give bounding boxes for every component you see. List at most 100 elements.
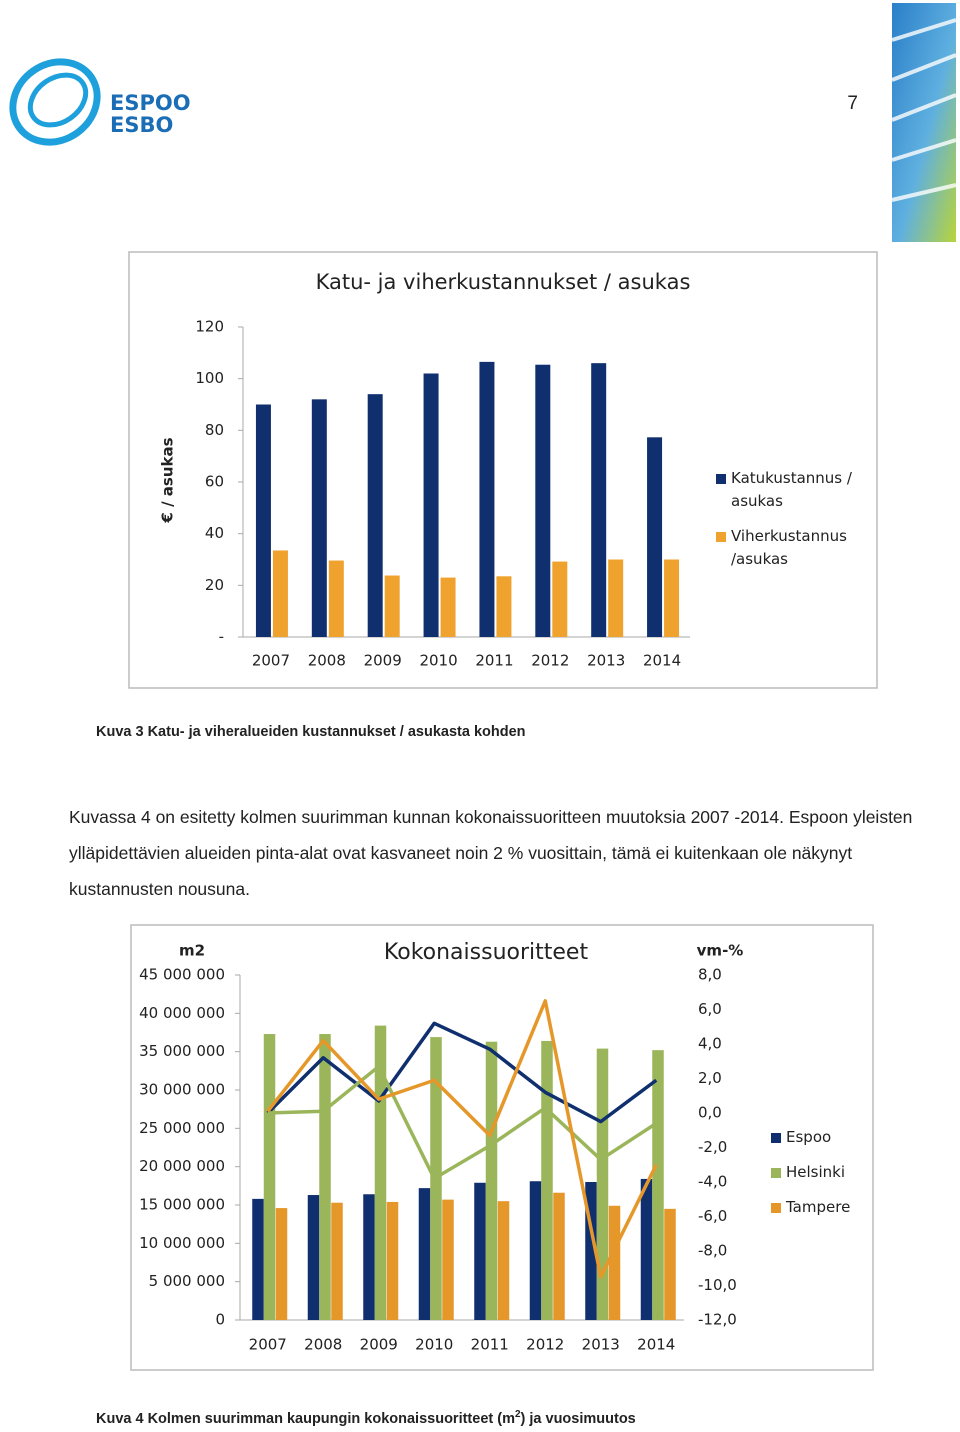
bar (647, 437, 663, 637)
y2-tick-label: 0,0 (698, 1104, 722, 1122)
x-tick-label: 2008 (304, 1336, 342, 1354)
x-tick-label: 2012 (531, 652, 569, 670)
bar (367, 394, 383, 637)
bar (552, 561, 568, 637)
y2-tick-label: -12,0 (698, 1311, 737, 1329)
logo: ESPOO ESBO (9, 58, 191, 146)
legend-swatch (771, 1168, 781, 1178)
x-tick-label: 2013 (582, 1336, 620, 1354)
y2-tick-label: -10,0 (698, 1276, 737, 1294)
bar (386, 1201, 399, 1320)
bar (319, 1034, 331, 1320)
page-number: 7 (847, 93, 858, 114)
y2-tick-label: 8,0 (698, 966, 722, 984)
bar (608, 559, 624, 637)
bar (596, 1048, 609, 1320)
y-tick-label: 45 000 000 (139, 966, 225, 984)
logo-text: ESPOO (110, 91, 191, 115)
chart-frame (130, 924, 874, 1371)
bar (497, 1201, 510, 1320)
bar (608, 1205, 621, 1320)
legend: Katukustannus / asukas Viherkustannus /as… (716, 467, 856, 583)
bar (307, 1195, 320, 1320)
x-tick-label: 2010 (419, 652, 457, 670)
bar (541, 1040, 553, 1320)
caption: Kuva 3 Katu- ja viheralueiden kustannuks… (96, 724, 526, 740)
legend-item: Espoo (771, 1126, 871, 1149)
chart-frame (128, 251, 878, 689)
bar (479, 361, 495, 637)
bar (535, 364, 551, 637)
bar (331, 1202, 343, 1320)
bar (311, 399, 327, 637)
bar (263, 1034, 276, 1320)
y-tick-label: 15 000 000 (139, 1196, 225, 1214)
legend-label: Viherkustannus /asukas (731, 527, 847, 568)
bar (664, 1208, 676, 1320)
y-tick-label: 100 (195, 369, 224, 387)
y-tick-label: 30 000 000 (139, 1081, 225, 1099)
y2-tick-label: -2,0 (698, 1138, 727, 1156)
y-tick-label: 60 (205, 473, 224, 491)
y-tick-label: 120 (195, 318, 224, 336)
bar (585, 1182, 597, 1320)
caption-sup: 2 (514, 1409, 521, 1420)
bar (440, 577, 456, 637)
y2-axis-label: vm-% (697, 942, 744, 960)
y2-tick-label: -6,0 (698, 1207, 727, 1225)
bar (664, 559, 680, 637)
legend-label: Espoo (786, 1128, 832, 1146)
y-tick-label: 0 (215, 1311, 225, 1329)
legend-label: Helsinki (786, 1163, 846, 1181)
bar (529, 1181, 542, 1320)
x-tick-label: 2014 (637, 1336, 675, 1354)
y-tick-label: 10 000 000 (139, 1234, 225, 1252)
decoration (891, 3, 957, 242)
bar (363, 1194, 375, 1320)
y-tick-label: 40 (205, 524, 224, 542)
logo-text: ESBO (110, 113, 173, 137)
bar (553, 1192, 565, 1320)
x-tick-label: 2009 (364, 652, 402, 670)
legend-item: Tampere (771, 1196, 871, 1219)
y-tick-label: 35 000 000 (139, 1042, 225, 1060)
chart-title: Katu- ja viherkustannukset / asukas (316, 270, 691, 294)
legend-label: Katukustannus / asukas (731, 469, 852, 510)
x-tick-label: 2009 (360, 1336, 398, 1354)
legend-swatch (716, 532, 726, 542)
bar (640, 1178, 653, 1320)
bar (591, 363, 607, 637)
legend-swatch (771, 1133, 781, 1143)
legend-swatch (716, 474, 726, 484)
bar (496, 576, 512, 637)
legend-item: Helsinki (771, 1161, 871, 1184)
bar (252, 1198, 264, 1320)
bar (442, 1199, 454, 1320)
bar (423, 373, 439, 637)
caption-text: ) ja vuosimuutos (520, 1410, 636, 1427)
x-tick-label: 2012 (526, 1336, 564, 1354)
caption-text: Kuva 4 Kolmen suurimman kaupungin kokona… (96, 1410, 515, 1427)
y2-tick-label: 4,0 (698, 1035, 722, 1053)
chart-title: Kokonaissuoritteet (384, 940, 589, 965)
y2-tick-label: 2,0 (698, 1069, 722, 1087)
legend-label: Tampere (786, 1198, 851, 1216)
y-tick-label: 40 000 000 (139, 1004, 225, 1022)
y-tick-label: 20 (205, 576, 224, 594)
bar (328, 560, 344, 637)
x-tick-label: 2014 (643, 652, 681, 670)
legend-item: Katukustannus / asukas (716, 467, 856, 513)
x-tick-label: 2008 (308, 652, 346, 670)
bar (255, 404, 271, 637)
line (267, 1064, 658, 1181)
line (266, 1021, 658, 1124)
y-tick-label: 25 000 000 (139, 1119, 225, 1137)
y2-tick-label: -8,0 (698, 1242, 727, 1260)
legend-swatch (771, 1203, 781, 1213)
bar (275, 1208, 288, 1320)
bar (374, 1025, 387, 1320)
y-tick-label: 5 000 000 (149, 1272, 225, 1290)
y-tick-label: 20 000 000 (139, 1157, 225, 1175)
